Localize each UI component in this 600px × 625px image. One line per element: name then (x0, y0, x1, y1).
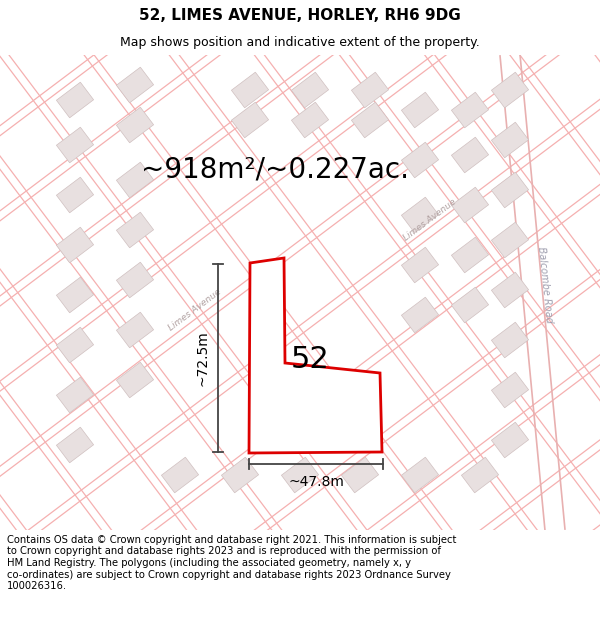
Polygon shape (352, 72, 389, 107)
Polygon shape (161, 458, 199, 492)
Polygon shape (491, 122, 529, 158)
Polygon shape (116, 213, 154, 248)
Polygon shape (491, 422, 529, 457)
Text: Limes Avenue: Limes Avenue (402, 198, 458, 242)
Polygon shape (116, 162, 154, 198)
Polygon shape (491, 372, 529, 408)
Polygon shape (401, 248, 439, 282)
Polygon shape (401, 198, 439, 232)
Text: Map shows position and indicative extent of the property.: Map shows position and indicative extent… (120, 36, 480, 49)
Polygon shape (221, 458, 259, 492)
Polygon shape (232, 72, 269, 107)
Polygon shape (451, 92, 488, 128)
Polygon shape (491, 272, 529, 308)
Polygon shape (292, 102, 329, 138)
Polygon shape (56, 177, 94, 212)
Polygon shape (56, 378, 94, 412)
Polygon shape (491, 173, 529, 208)
Polygon shape (56, 228, 94, 262)
Polygon shape (401, 458, 439, 492)
Polygon shape (491, 322, 529, 357)
Polygon shape (401, 142, 439, 177)
Polygon shape (451, 238, 488, 272)
Polygon shape (249, 258, 382, 453)
Polygon shape (461, 458, 499, 492)
Polygon shape (116, 312, 154, 348)
Polygon shape (401, 298, 439, 332)
Polygon shape (116, 262, 154, 298)
Polygon shape (491, 72, 529, 107)
Polygon shape (116, 107, 154, 142)
Polygon shape (56, 428, 94, 462)
Text: ~72.5m: ~72.5m (196, 330, 210, 386)
Polygon shape (116, 68, 154, 102)
Polygon shape (56, 328, 94, 362)
Text: ~918m²/~0.227ac.: ~918m²/~0.227ac. (141, 156, 409, 184)
Polygon shape (352, 102, 389, 138)
Polygon shape (56, 127, 94, 162)
Text: Balcombe Road: Balcombe Road (536, 246, 554, 324)
Text: ~47.8m: ~47.8m (288, 475, 344, 489)
Polygon shape (451, 188, 488, 222)
Polygon shape (292, 72, 329, 107)
Polygon shape (401, 92, 439, 128)
Polygon shape (451, 138, 488, 172)
Text: Limes Avenue: Limes Avenue (167, 288, 223, 332)
Polygon shape (232, 102, 269, 138)
Polygon shape (451, 288, 488, 322)
Text: Contains OS data © Crown copyright and database right 2021. This information is : Contains OS data © Crown copyright and d… (7, 535, 457, 591)
Polygon shape (116, 362, 154, 398)
Polygon shape (281, 458, 319, 492)
Text: 52: 52 (290, 346, 329, 374)
Polygon shape (341, 458, 379, 492)
Polygon shape (491, 222, 529, 258)
Text: 52, LIMES AVENUE, HORLEY, RH6 9DG: 52, LIMES AVENUE, HORLEY, RH6 9DG (139, 8, 461, 23)
Polygon shape (56, 278, 94, 312)
Polygon shape (56, 82, 94, 118)
